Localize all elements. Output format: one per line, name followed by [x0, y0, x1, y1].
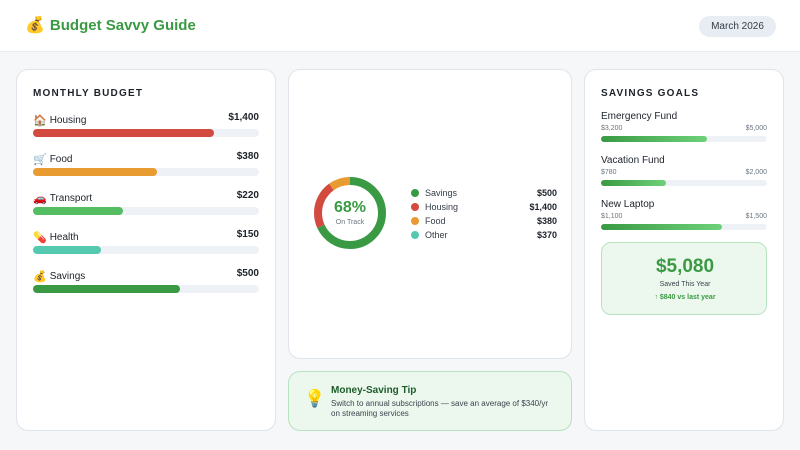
budget-category: Savings — [49, 271, 86, 282]
tip-text: Switch to annual subscriptions — save an… — [331, 399, 549, 418]
legend-name: Other — [425, 230, 448, 240]
budget-row-food[interactable]: 🛒 Food $380 — [33, 151, 259, 183]
budget-category: Health — [49, 232, 79, 243]
budget-progress-track — [33, 285, 259, 293]
legend-name: Food — [425, 216, 446, 226]
goal-name: New Laptop — [601, 199, 655, 210]
legend-dot — [411, 231, 419, 239]
goal-progress-fill — [601, 136, 708, 142]
legend-item-housing: Housing $1,400 — [411, 201, 557, 213]
legend-item-savings: Savings $500 — [411, 187, 557, 199]
budget-category: Food — [49, 154, 73, 165]
goal-vacation-fund[interactable]: Vacation Fund $780 $2,000 — [601, 155, 767, 189]
budget-progress-track — [33, 168, 259, 176]
budget-progress-track — [33, 129, 259, 137]
app-title: Budget Savvy Guide — [49, 17, 196, 34]
budget-label: 🛒 Food — [33, 153, 73, 167]
donut-segment-food — [314, 177, 386, 249]
monthly-budget-card: MONTHLY BUDGET 🏠 Housing $1,400 🛒 Food $… — [16, 69, 276, 431]
budget-progress-fill — [33, 129, 214, 137]
month-selector[interactable]: March 2026 — [699, 16, 776, 37]
goal-new-laptop[interactable]: New Laptop $1,100 $1,500 — [601, 199, 767, 233]
budget-row-savings[interactable]: 💰 Savings $500 — [33, 268, 259, 300]
tip-title: Money-Saving Tip — [331, 385, 417, 396]
budget-row-transport[interactable]: 🚗 Transport $220 — [33, 190, 259, 222]
app-logo[interactable]: 💰 Budget Savvy Guide — [25, 16, 196, 36]
budget-progress-track — [33, 207, 259, 215]
legend-dot — [411, 189, 419, 197]
goal-name: Vacation Fund — [601, 155, 665, 166]
saved-delta: ↑ $840 vs last year — [654, 294, 716, 301]
budget-row-housing[interactable]: 🏠 Housing $1,400 — [33, 112, 259, 144]
saved-label: Saved This Year — [659, 281, 711, 288]
budget-progress-fill — [33, 246, 101, 254]
goal-progress-fill — [601, 180, 666, 186]
goal-progress-track — [601, 224, 767, 230]
goal-current: $3,200 — [601, 125, 623, 132]
goal-name: Emergency Fund — [601, 111, 678, 122]
legend-value: $500 — [536, 188, 557, 198]
legend-name: Housing — [425, 202, 459, 212]
goal-target: $5,000 — [745, 125, 767, 132]
budget-progress-track — [33, 246, 259, 254]
budget-category: Housing — [49, 115, 87, 126]
goal-target: $2,000 — [745, 169, 767, 176]
savings-goals-card: SAVINGS GOALS Emergency Fund $3,200 $5,0… — [584, 69, 784, 431]
budget-donut-chart — [314, 177, 386, 249]
goal-current: $1,100 — [601, 213, 623, 220]
legend-item-other: Other $370 — [411, 229, 557, 241]
house-icon: 🏠 — [33, 115, 47, 127]
legend-item-food: Food $380 — [411, 215, 557, 227]
budget-label: 💰 Savings — [33, 270, 85, 284]
budget-progress-fill — [33, 168, 158, 176]
goal-progress-track — [601, 180, 767, 186]
budget-amount: $1,400 — [228, 112, 259, 123]
legend-value: $380 — [536, 216, 557, 226]
app-header: 💰 Budget Savvy Guide March 2026 — [0, 0, 800, 52]
lightbulb-icon: 💡 — [304, 389, 326, 408]
donut-percent: 68% — [333, 199, 367, 216]
car-icon: 🚗 — [33, 193, 47, 205]
money-bag-icon: 💰 — [33, 271, 47, 283]
legend-value: $1,400 — [529, 202, 557, 212]
budget-progress-fill — [33, 207, 124, 215]
donut-segment-housing — [314, 177, 386, 249]
monthly-budget-title: MONTHLY BUDGET — [33, 88, 144, 99]
cart-icon: 🛒 — [33, 154, 47, 166]
budget-overview-card: 68% On Track Savings $500 Housing $1,400… — [288, 69, 572, 359]
budget-label: 🚗 Transport — [33, 192, 92, 206]
goal-progress-fill — [601, 224, 723, 230]
budget-label: 🏠 Housing — [33, 114, 86, 128]
savings-goals-title: SAVINGS GOALS — [601, 88, 700, 99]
goal-emergency-fund[interactable]: Emergency Fund $3,200 $5,000 — [601, 111, 767, 145]
legend-value: $370 — [536, 230, 557, 240]
budget-amount: $500 — [236, 268, 259, 279]
goal-progress-track — [601, 136, 767, 142]
saved-amount: $5,080 — [655, 256, 715, 277]
goal-target: $1,500 — [745, 213, 767, 220]
budget-amount: $380 — [236, 151, 259, 162]
budget-row-health[interactable]: 💊 Health $150 — [33, 229, 259, 261]
money-saving-tip[interactable]: 💡 Money-Saving Tip Switch to annual subs… — [288, 371, 572, 431]
goal-current: $780 — [601, 169, 617, 176]
budget-amount: $220 — [236, 190, 259, 201]
budget-amount: $150 — [236, 229, 259, 240]
saved-this-year-box: $5,080 Saved This Year ↑ $840 vs last ye… — [601, 242, 767, 315]
legend-dot — [411, 217, 419, 225]
legend-name: Savings — [425, 188, 458, 198]
legend-dot — [411, 203, 419, 211]
donut-status: On Track — [335, 219, 365, 226]
pill-icon: 💊 — [33, 232, 47, 244]
money-bag-icon: 💰 — [25, 17, 45, 34]
budget-label: 💊 Health — [33, 231, 79, 245]
budget-progress-fill — [33, 285, 180, 293]
budget-category: Transport — [49, 193, 93, 204]
